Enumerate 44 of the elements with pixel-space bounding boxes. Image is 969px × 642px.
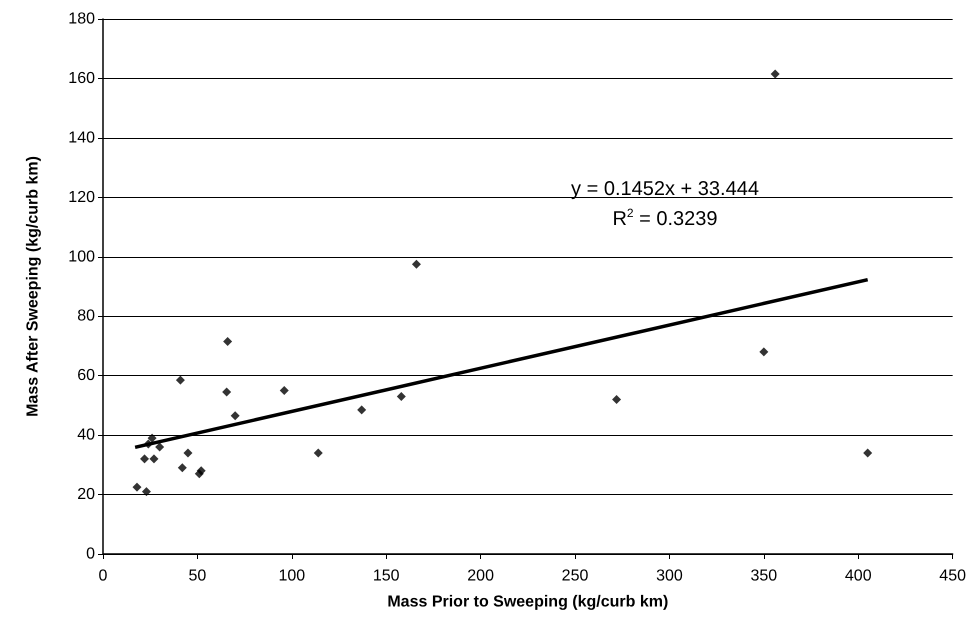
point xyxy=(863,448,872,458)
point xyxy=(396,392,406,401)
x-tick-label: 400 xyxy=(844,568,872,584)
point xyxy=(770,69,780,78)
y-tick-label: 80 xyxy=(77,308,96,325)
y-tick-label: 120 xyxy=(68,188,96,206)
x-tick-label: 200 xyxy=(467,568,494,584)
y-tick-label: 180 xyxy=(68,10,96,28)
y-tick-label: 160 xyxy=(68,70,96,87)
point xyxy=(314,448,323,458)
point xyxy=(140,454,150,464)
point xyxy=(222,388,232,397)
y-tick-label: 40 xyxy=(77,426,96,444)
point xyxy=(357,405,366,414)
x-tick-label: 50 xyxy=(188,568,206,584)
point xyxy=(759,347,768,356)
y-tick-label: 60 xyxy=(77,367,96,384)
x-tick-label: 350 xyxy=(750,568,778,584)
point xyxy=(142,487,151,496)
x-axis-title: Mass Prior to Sweeping (kg/curb km) xyxy=(387,594,668,610)
y-tick-label: 0 xyxy=(86,546,96,562)
point xyxy=(230,411,240,420)
y-tick-label: 20 xyxy=(77,486,96,504)
point xyxy=(176,376,185,385)
x-tick-label: 0 xyxy=(98,568,108,584)
point xyxy=(280,386,289,396)
x-tick-label: 300 xyxy=(656,568,683,584)
y-axis-title: Mass After Sweeping (kg/curb km) xyxy=(24,156,42,417)
point xyxy=(149,454,158,464)
x-tick-label: 250 xyxy=(562,568,588,584)
x-tick-label: 150 xyxy=(372,568,400,584)
point xyxy=(612,394,622,404)
y-tick-label: 140 xyxy=(68,129,96,146)
point xyxy=(223,336,232,346)
point xyxy=(155,442,164,452)
point xyxy=(196,466,206,476)
point xyxy=(148,434,157,443)
point xyxy=(132,482,142,492)
x-tick-label: 450 xyxy=(939,568,966,584)
point xyxy=(178,463,187,472)
point xyxy=(183,448,192,458)
point xyxy=(412,260,421,269)
y-tick-label: 100 xyxy=(68,248,96,266)
x-tick-label: 100 xyxy=(278,568,306,584)
